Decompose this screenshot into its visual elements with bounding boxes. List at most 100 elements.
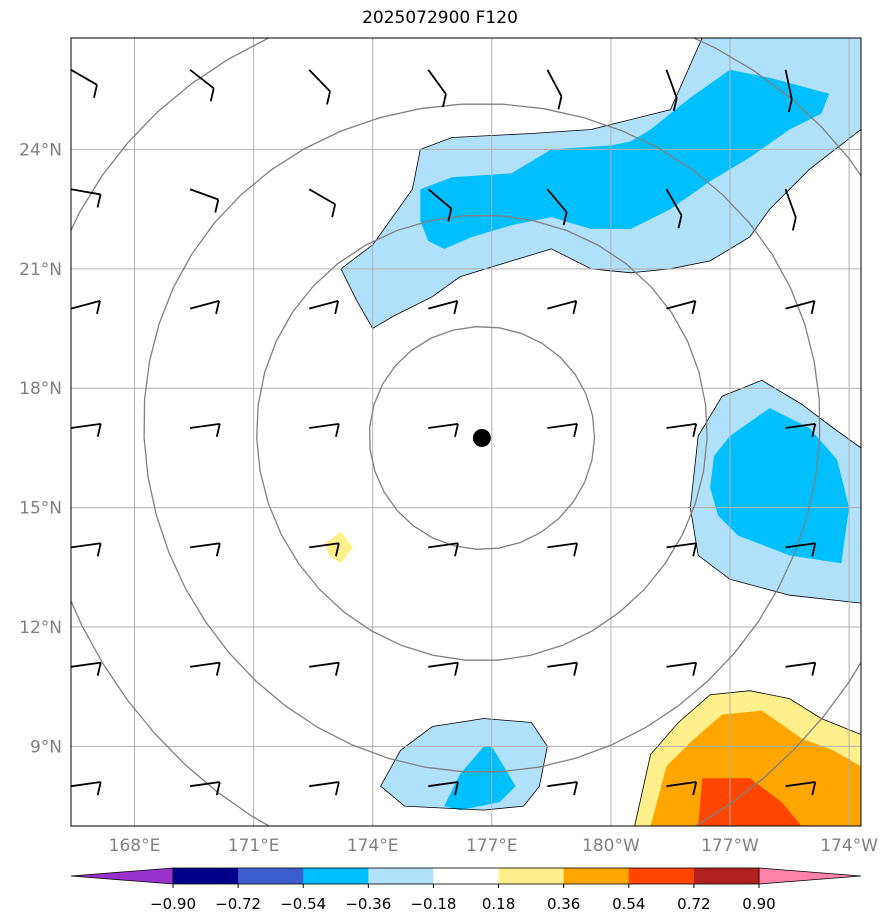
- barb-shaft: [308, 188, 336, 206]
- barb-flag: [335, 423, 340, 438]
- barb-shaft: [666, 781, 697, 788]
- colorbar-tick-label: 0.18: [482, 895, 515, 913]
- colorbar-tick-label: −0.90: [150, 895, 196, 913]
- barb-shaft: [427, 188, 452, 210]
- latitude-tick-label: 24°N: [19, 140, 62, 160]
- longitude-tick-label: 168°E: [109, 836, 161, 856]
- wind-barb: [666, 542, 698, 557]
- wind-barb: [428, 781, 459, 796]
- barb-shaft: [308, 299, 339, 310]
- wind-barb: [665, 188, 683, 229]
- colorbar-tick-label: −0.36: [345, 895, 391, 913]
- south-yellow-outer-contour: [634, 690, 861, 826]
- barb-shaft: [666, 661, 697, 668]
- barb-flag: [215, 781, 221, 796]
- barb-flag: [810, 300, 816, 315]
- barb-shaft: [784, 188, 797, 218]
- colorbar-segment: [173, 868, 239, 884]
- wind-barb: [665, 69, 678, 112]
- barb-shaft: [666, 422, 697, 429]
- latitude-tick-label: 15°N: [19, 499, 62, 519]
- wind-barb: [785, 661, 817, 676]
- wind-barb: [546, 188, 568, 226]
- wind-barb: [189, 781, 221, 796]
- barb-flag: [335, 543, 340, 557]
- colorbar-segment: [433, 868, 500, 884]
- barb-flag: [572, 300, 578, 315]
- wind-barb: [427, 188, 453, 222]
- barb-flag: [677, 215, 683, 229]
- colorbar-tick-label: 0.90: [742, 895, 775, 913]
- barb-shaft: [71, 299, 101, 310]
- wind-barb: [427, 69, 447, 108]
- wind-barb: [309, 542, 340, 557]
- barb-shaft: [428, 299, 458, 310]
- barb-shaft: [785, 542, 816, 549]
- barb-flag: [811, 662, 817, 676]
- wind-barb: [547, 542, 578, 557]
- longitude-tick-label: 171°E: [228, 836, 280, 856]
- barb-shaft: [308, 69, 331, 93]
- longitude-tick-label: 177°W: [701, 836, 759, 856]
- barb-shaft: [189, 781, 220, 788]
- map-title: 2025072900 F120: [362, 8, 518, 28]
- wind-barb: [71, 542, 102, 557]
- barb-shaft: [785, 661, 816, 668]
- colorbar: −0.90 −0.72 −0.54 −0.36 −0.18 0.18 0.36 0.54 0.7…: [70, 867, 862, 913]
- latitude-tick-label: 21°N: [19, 260, 62, 280]
- wind-barb: [428, 661, 459, 676]
- barb-shaft: [665, 188, 683, 216]
- wind-barb: [666, 299, 697, 315]
- barb-flag: [573, 423, 578, 438]
- barb-shaft: [189, 661, 220, 668]
- barb-flag: [691, 300, 697, 315]
- barb-flag: [573, 543, 578, 557]
- colorbar-tick-label: 0.54: [612, 895, 645, 913]
- wind-barb: [309, 661, 340, 676]
- barb-flag: [331, 204, 337, 218]
- colorbar-tick-label: −0.54: [280, 895, 326, 913]
- wind-barb: [71, 188, 102, 208]
- small-yellow-patch-fill: [325, 531, 353, 564]
- barb-shaft: [428, 781, 459, 788]
- barb-shaft: [189, 542, 220, 549]
- wind-barb: [666, 661, 698, 676]
- barb-shaft: [785, 299, 815, 310]
- barb-shaft: [71, 69, 98, 86]
- colorbar-max-extend: [758, 867, 862, 885]
- longitude-tick-label: 180°W: [582, 836, 640, 856]
- wind-barb: [428, 542, 459, 557]
- wind-barb: [547, 781, 578, 796]
- barb-flag: [215, 662, 221, 676]
- longitude-tick-labels: 168°E 171°E 174°E 177°E 180°W 177°W 174°W: [109, 836, 878, 856]
- barb-flag: [557, 96, 563, 110]
- barb-shaft: [309, 781, 340, 788]
- wind-barb: [71, 69, 98, 99]
- wind-barb: [666, 422, 698, 438]
- wind-barb: [189, 299, 220, 315]
- barb-shaft: [665, 69, 678, 99]
- wind-barb: [189, 661, 221, 676]
- wind-barbs: [71, 69, 817, 796]
- wind-barb: [547, 422, 578, 438]
- barb-flag: [454, 543, 459, 557]
- barb-shaft: [547, 661, 578, 668]
- barb-flag: [96, 194, 102, 208]
- barb-shaft: [666, 299, 696, 310]
- barb-shaft: [189, 422, 220, 429]
- barb-shaft: [427, 69, 447, 95]
- barb-flag: [96, 300, 101, 315]
- north-band-outer-contour: [340, 38, 861, 330]
- barb-flag: [209, 88, 215, 102]
- barb-flag: [215, 543, 221, 557]
- barb-flag: [334, 300, 340, 315]
- barb-shaft: [547, 542, 578, 549]
- wind-barb: [784, 188, 797, 231]
- barb-flag: [454, 423, 459, 438]
- map-frame: [70, 37, 862, 827]
- range-ring: [369, 326, 596, 550]
- barb-shaft: [785, 422, 816, 429]
- barb-shaft: [547, 781, 578, 788]
- colorbar-tick-label: −0.18: [410, 895, 456, 913]
